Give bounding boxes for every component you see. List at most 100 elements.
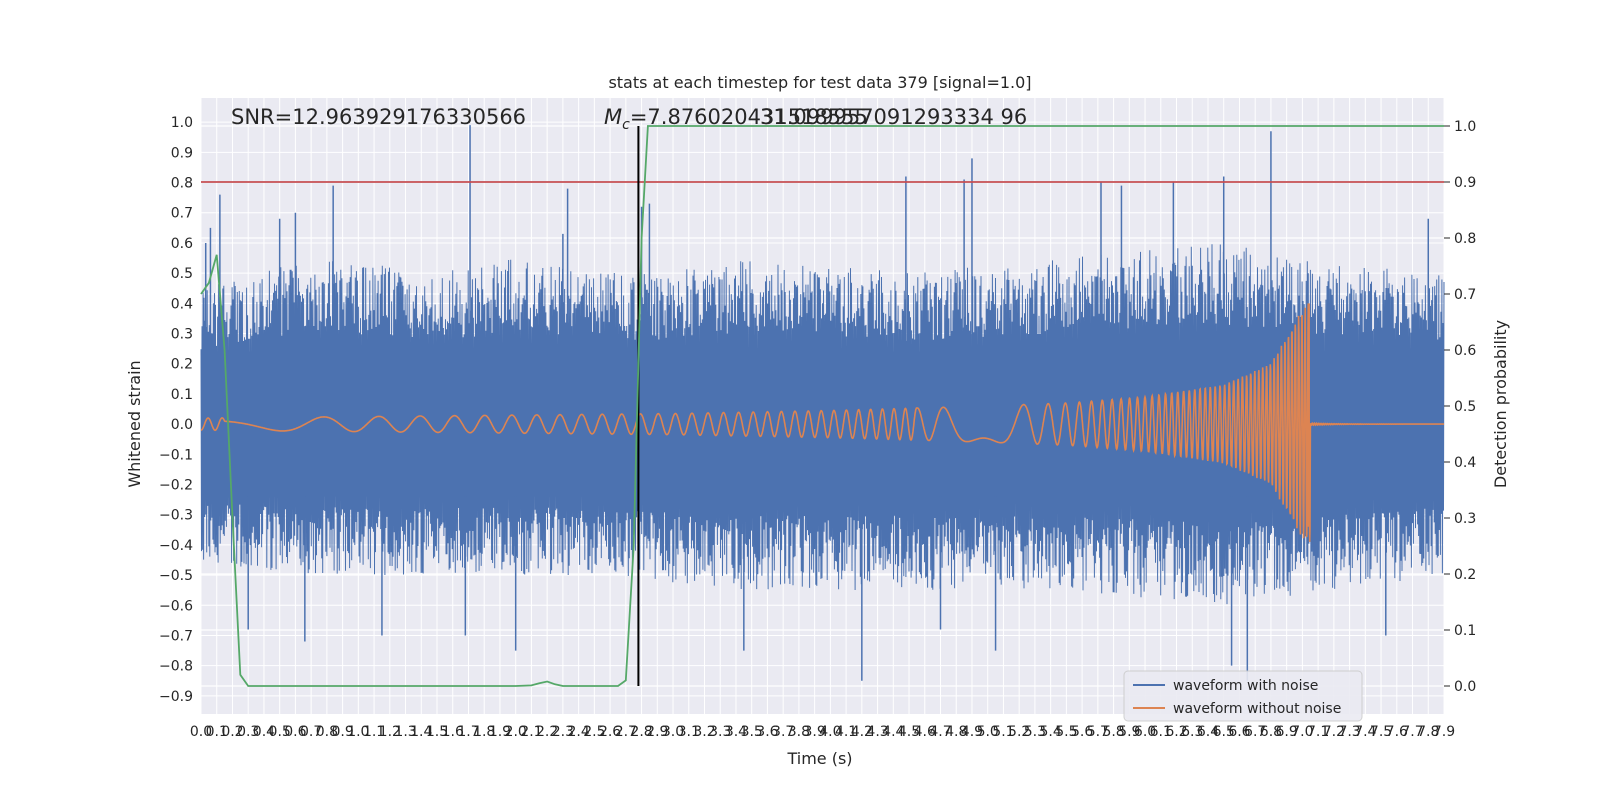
y-tick-label-11: −0.1 (159, 447, 193, 463)
mc-subscript: c (622, 117, 630, 133)
x-tick-label-60: 6.0 (1134, 724, 1156, 740)
x-tick-label-71: 7.1 (1307, 724, 1329, 740)
mc-value: =7.876020431518555 (630, 105, 868, 129)
mc-symbol: M (604, 105, 622, 129)
clean-waveform-series (200, 303, 1444, 542)
x-tick-label-24: 2.4 (567, 724, 589, 740)
x-tick-label-26: 2.6 (599, 724, 621, 740)
x-tick-label-22: 2.2 (536, 724, 558, 740)
x-tick-label-46: 4.6 (914, 724, 936, 740)
x-tick-label-17: 1.7 (457, 724, 479, 740)
x-tick-label-23: 2.3 (552, 724, 574, 740)
y-tick-label-2: 0.8 (171, 176, 193, 192)
x-tick-label-42: 4.2 (851, 724, 873, 740)
chart-title: stats at each timestep for test data 379… (608, 73, 1031, 92)
x-tick-label-76: 7.6 (1386, 724, 1408, 740)
y-tick-label-12: −0.2 (159, 478, 193, 494)
x-tick-label-5: 0.5 (269, 724, 291, 740)
x-tick-label-50: 5.0 (977, 724, 999, 740)
x-tick-label-32: 3.2 (693, 724, 715, 740)
y-tick-label-7: 0.3 (171, 327, 193, 343)
x-tick-label-59: 5.9 (1118, 724, 1140, 740)
y-tick-label-17: −0.7 (159, 628, 193, 644)
x-tick-label-77: 7.7 (1401, 724, 1423, 740)
x-tick-label-1: 0.1 (206, 724, 228, 740)
x-tick-label-69: 6.9 (1276, 724, 1298, 740)
x-tick-label-38: 3.8 (788, 724, 810, 740)
x-tick-label-54: 5.4 (1040, 724, 1062, 740)
x-tick-label-44: 4.4 (882, 724, 904, 740)
legend: waveform with noise waveform without noi… (1123, 670, 1363, 722)
x-tick-label-56: 5.6 (1071, 724, 1093, 740)
y-tick-label-5: 0.5 (171, 266, 193, 282)
x-tick-label-73: 7.3 (1338, 724, 1360, 740)
x-tick-label-37: 3.7 (772, 724, 794, 740)
y-right-tick-label-4: 0.6 (1454, 343, 1476, 359)
legend-entry-noisy: waveform with noise (1173, 678, 1318, 694)
x-tick-label-36: 3.6 (756, 724, 778, 740)
x-tick-label-67: 6.7 (1244, 724, 1266, 740)
y-right-tick-label-7: 0.3 (1454, 511, 1476, 527)
x-tick-label-8: 0.8 (316, 724, 338, 740)
x-tick-label-57: 5.7 (1087, 724, 1109, 740)
x-tick-label-9: 0.9 (331, 724, 353, 740)
x-tick-label-15: 1.5 (426, 724, 448, 740)
x-tick-label-35: 3.5 (741, 724, 763, 740)
x-tick-label-4: 0.4 (253, 724, 275, 740)
x-tick-label-53: 5.3 (1024, 724, 1046, 740)
y-tick-label-10: 0.0 (171, 417, 193, 433)
y-tick-label-8: 0.2 (171, 357, 193, 373)
y-right-tick-label-10: 0.0 (1454, 679, 1476, 695)
x-tick-label-58: 5.8 (1102, 724, 1124, 740)
x-tick-label-31: 3.1 (678, 724, 700, 740)
x-tick-label-7: 0.7 (300, 724, 322, 740)
y-right-tick-label-6: 0.4 (1454, 455, 1476, 471)
x-tick-label-10: 1.0 (347, 724, 369, 740)
x-tick-label-74: 7.4 (1354, 724, 1376, 740)
x-tick-label-40: 4.0 (819, 724, 841, 740)
y-right-axis-label: Detection probability (1491, 320, 1510, 488)
x-tick-label-19: 1.9 (489, 724, 511, 740)
x-tick-label-27: 2.7 (615, 724, 637, 740)
x-tick-label-39: 3.9 (804, 724, 826, 740)
y-right-tick-label-2: 0.8 (1454, 231, 1476, 247)
x-tick-label-61: 6.1 (1150, 724, 1172, 740)
mc-annotation: Mc=7.876020431518555 (604, 105, 868, 133)
y-axis-label: Whitened strain (125, 360, 144, 487)
detection-probability-line (200, 125, 1444, 687)
y-tick-label-13: −0.3 (159, 508, 193, 524)
x-tick-label-11: 1.1 (363, 724, 385, 740)
extra-annotation: 31.099957091293334 96 (760, 105, 1027, 129)
y-right-tick-label-8: 0.2 (1454, 567, 1476, 583)
x-tick-label-63: 6.3 (1181, 724, 1203, 740)
x-tick-label-6: 0.6 (284, 724, 306, 740)
x-tick-label-51: 5.1 (992, 724, 1014, 740)
x-tick-label-20: 2.0 (505, 724, 527, 740)
x-tick-label-43: 4.3 (866, 724, 888, 740)
x-tick-label-72: 7.2 (1323, 724, 1345, 740)
y-right-tick-label-1: 0.9 (1454, 175, 1476, 191)
y-tick-label-9: 0.1 (171, 387, 193, 403)
x-tick-label-13: 1.3 (394, 724, 416, 740)
y-tick-label-3: 0.7 (171, 206, 193, 222)
x-tick-label-79: 7.9 (1433, 724, 1455, 740)
axis-ticks: 1.00.90.80.70.60.50.40.30.20.10.0−0.1−0.… (159, 115, 1476, 740)
x-tick-label-2: 0.2 (221, 724, 243, 740)
x-tick-label-34: 3.4 (725, 724, 747, 740)
x-tick-label-48: 4.8 (945, 724, 967, 740)
x-tick-label-78: 7.8 (1417, 724, 1439, 740)
x-tick-label-66: 6.6 (1228, 724, 1250, 740)
y-right-tick-label-3: 0.7 (1454, 287, 1476, 303)
x-tick-label-49: 4.9 (961, 724, 983, 740)
x-tick-label-16: 1.6 (442, 724, 464, 740)
x-tick-label-28: 2.8 (630, 724, 652, 740)
snr-annotation: SNR=12.963929176330566 (231, 105, 526, 129)
x-tick-label-45: 4.5 (898, 724, 920, 740)
x-tick-label-68: 6.8 (1260, 724, 1282, 740)
x-tick-label-30: 3.0 (662, 724, 684, 740)
x-tick-label-21: 2.1 (520, 724, 542, 740)
x-tick-label-64: 6.4 (1197, 724, 1219, 740)
x-axis-label: Time (s) (786, 749, 852, 768)
noisy-waveform-series (200, 125, 1445, 681)
y-tick-label-19: −0.9 (159, 689, 193, 705)
